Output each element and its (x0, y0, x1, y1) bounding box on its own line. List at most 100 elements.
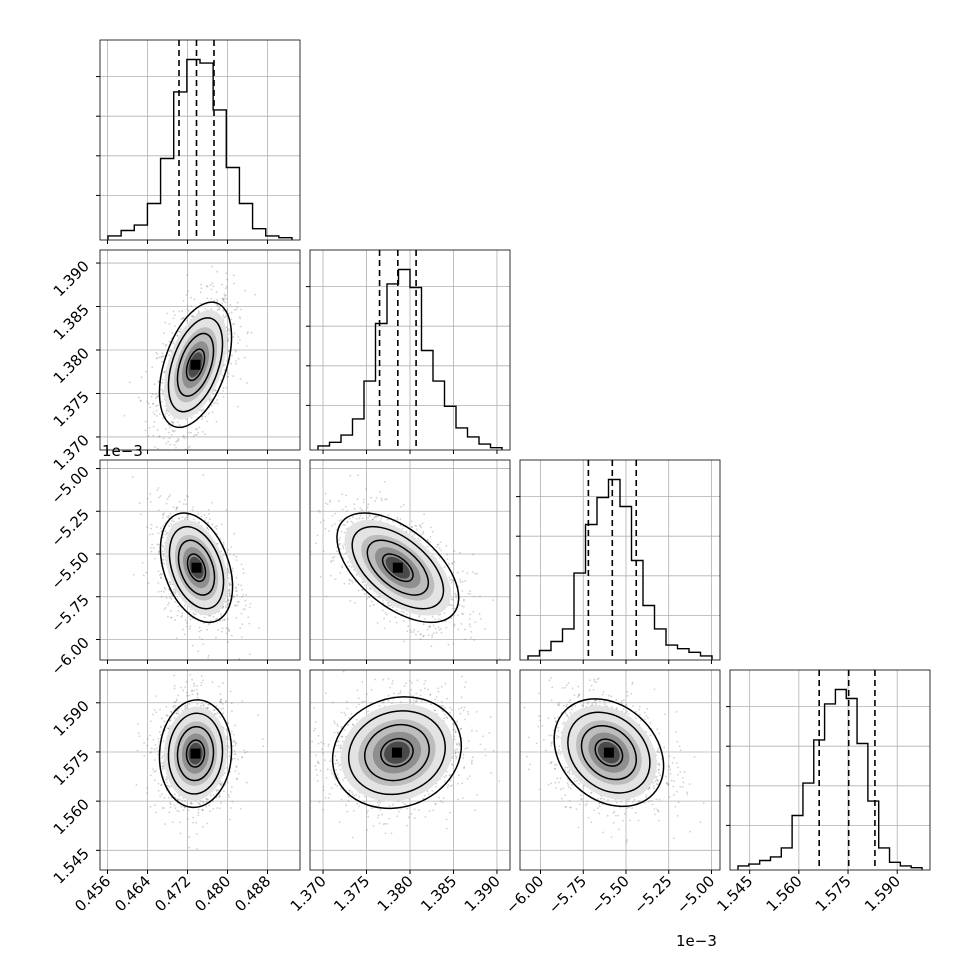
sample-point (470, 630, 473, 633)
sample-point (205, 801, 208, 803)
histogram-step (737, 688, 923, 870)
sample-point (223, 790, 225, 793)
sample-point (233, 596, 235, 599)
sample-point (175, 446, 177, 449)
sample-point (239, 325, 242, 328)
sample-point (216, 299, 218, 301)
sample-point (209, 396, 212, 399)
sample-point (144, 420, 147, 423)
sample-point (438, 628, 441, 631)
sample-point (158, 731, 161, 734)
sample-point (158, 550, 160, 553)
sample-point (433, 632, 435, 635)
sample-point (167, 424, 170, 426)
sample-point (347, 561, 350, 563)
sample-point (199, 302, 202, 305)
sample-point (418, 615, 421, 618)
sample-point (172, 310, 175, 313)
sample-point (435, 631, 438, 634)
sample-point (226, 359, 228, 362)
sample-point (207, 528, 210, 531)
sample-point (322, 550, 325, 553)
sample-point (226, 617, 229, 620)
sample-point (230, 807, 232, 809)
sample-point (389, 604, 392, 607)
sample-point (322, 519, 325, 522)
sample-point (222, 541, 225, 544)
sample-point (216, 305, 219, 308)
sample-point (448, 576, 451, 579)
sample-point (154, 446, 156, 449)
sample-point (232, 375, 235, 377)
sample-point (432, 624, 435, 627)
sample-point (219, 700, 222, 703)
sample-point (421, 522, 424, 525)
sample-point (450, 617, 453, 620)
sample-point (198, 426, 201, 429)
sample-point (232, 595, 235, 597)
sample-point (185, 294, 188, 296)
sample-point (455, 596, 458, 599)
sample-point (237, 342, 239, 344)
sample-point (239, 317, 242, 320)
sample-point (335, 550, 338, 553)
sample-point (173, 701, 176, 704)
sample-point (186, 694, 188, 697)
sample-point (155, 711, 158, 714)
sample-point (328, 499, 331, 502)
sample-point (140, 376, 143, 379)
sample-point (361, 589, 364, 591)
sample-point (162, 390, 165, 393)
sample-point (366, 506, 369, 509)
sample-point (188, 611, 191, 613)
sample-point (200, 515, 203, 518)
sample-point (191, 315, 194, 318)
sample-point (156, 404, 159, 407)
sample-point (190, 690, 193, 693)
sample-point (229, 690, 232, 693)
sample-point (231, 634, 233, 637)
sample-point (163, 563, 166, 565)
sample-point (219, 693, 222, 696)
sample-point (201, 430, 204, 433)
sample-point (181, 309, 184, 312)
density-panel (96, 459, 301, 664)
sample-point (383, 481, 386, 483)
sample-point (163, 555, 165, 558)
sample-point (208, 804, 211, 807)
sample-point (228, 350, 231, 352)
sample-point (419, 638, 422, 640)
sample-point (210, 288, 213, 291)
sample-point (386, 602, 389, 605)
sample-point (215, 527, 218, 530)
sample-point (162, 553, 165, 556)
sample-point (237, 600, 240, 603)
sample-point (429, 541, 431, 543)
sample-point (163, 371, 166, 374)
sample-point (162, 590, 165, 593)
sample-point (472, 610, 475, 613)
sample-point (172, 340, 175, 343)
sample-point (231, 800, 234, 803)
sample-point (461, 605, 464, 607)
sample-point (348, 565, 351, 568)
sample-point (232, 274, 235, 277)
sample-point (192, 821, 195, 824)
sample-point (220, 701, 222, 704)
sample-point (202, 825, 204, 828)
sample-point (319, 521, 322, 524)
sample-point (173, 417, 176, 420)
sample-point (210, 398, 212, 401)
sample-point (439, 627, 442, 630)
sample-point (132, 573, 135, 576)
sample-point (161, 550, 164, 553)
sample-point (419, 524, 421, 527)
sample-point (165, 409, 168, 412)
sample-point (234, 308, 236, 311)
sample-point (437, 613, 440, 616)
sample-point (230, 311, 233, 314)
sample-point (186, 513, 189, 516)
sample-point (228, 582, 230, 585)
sample-point (160, 355, 163, 358)
sample-point (370, 600, 373, 603)
